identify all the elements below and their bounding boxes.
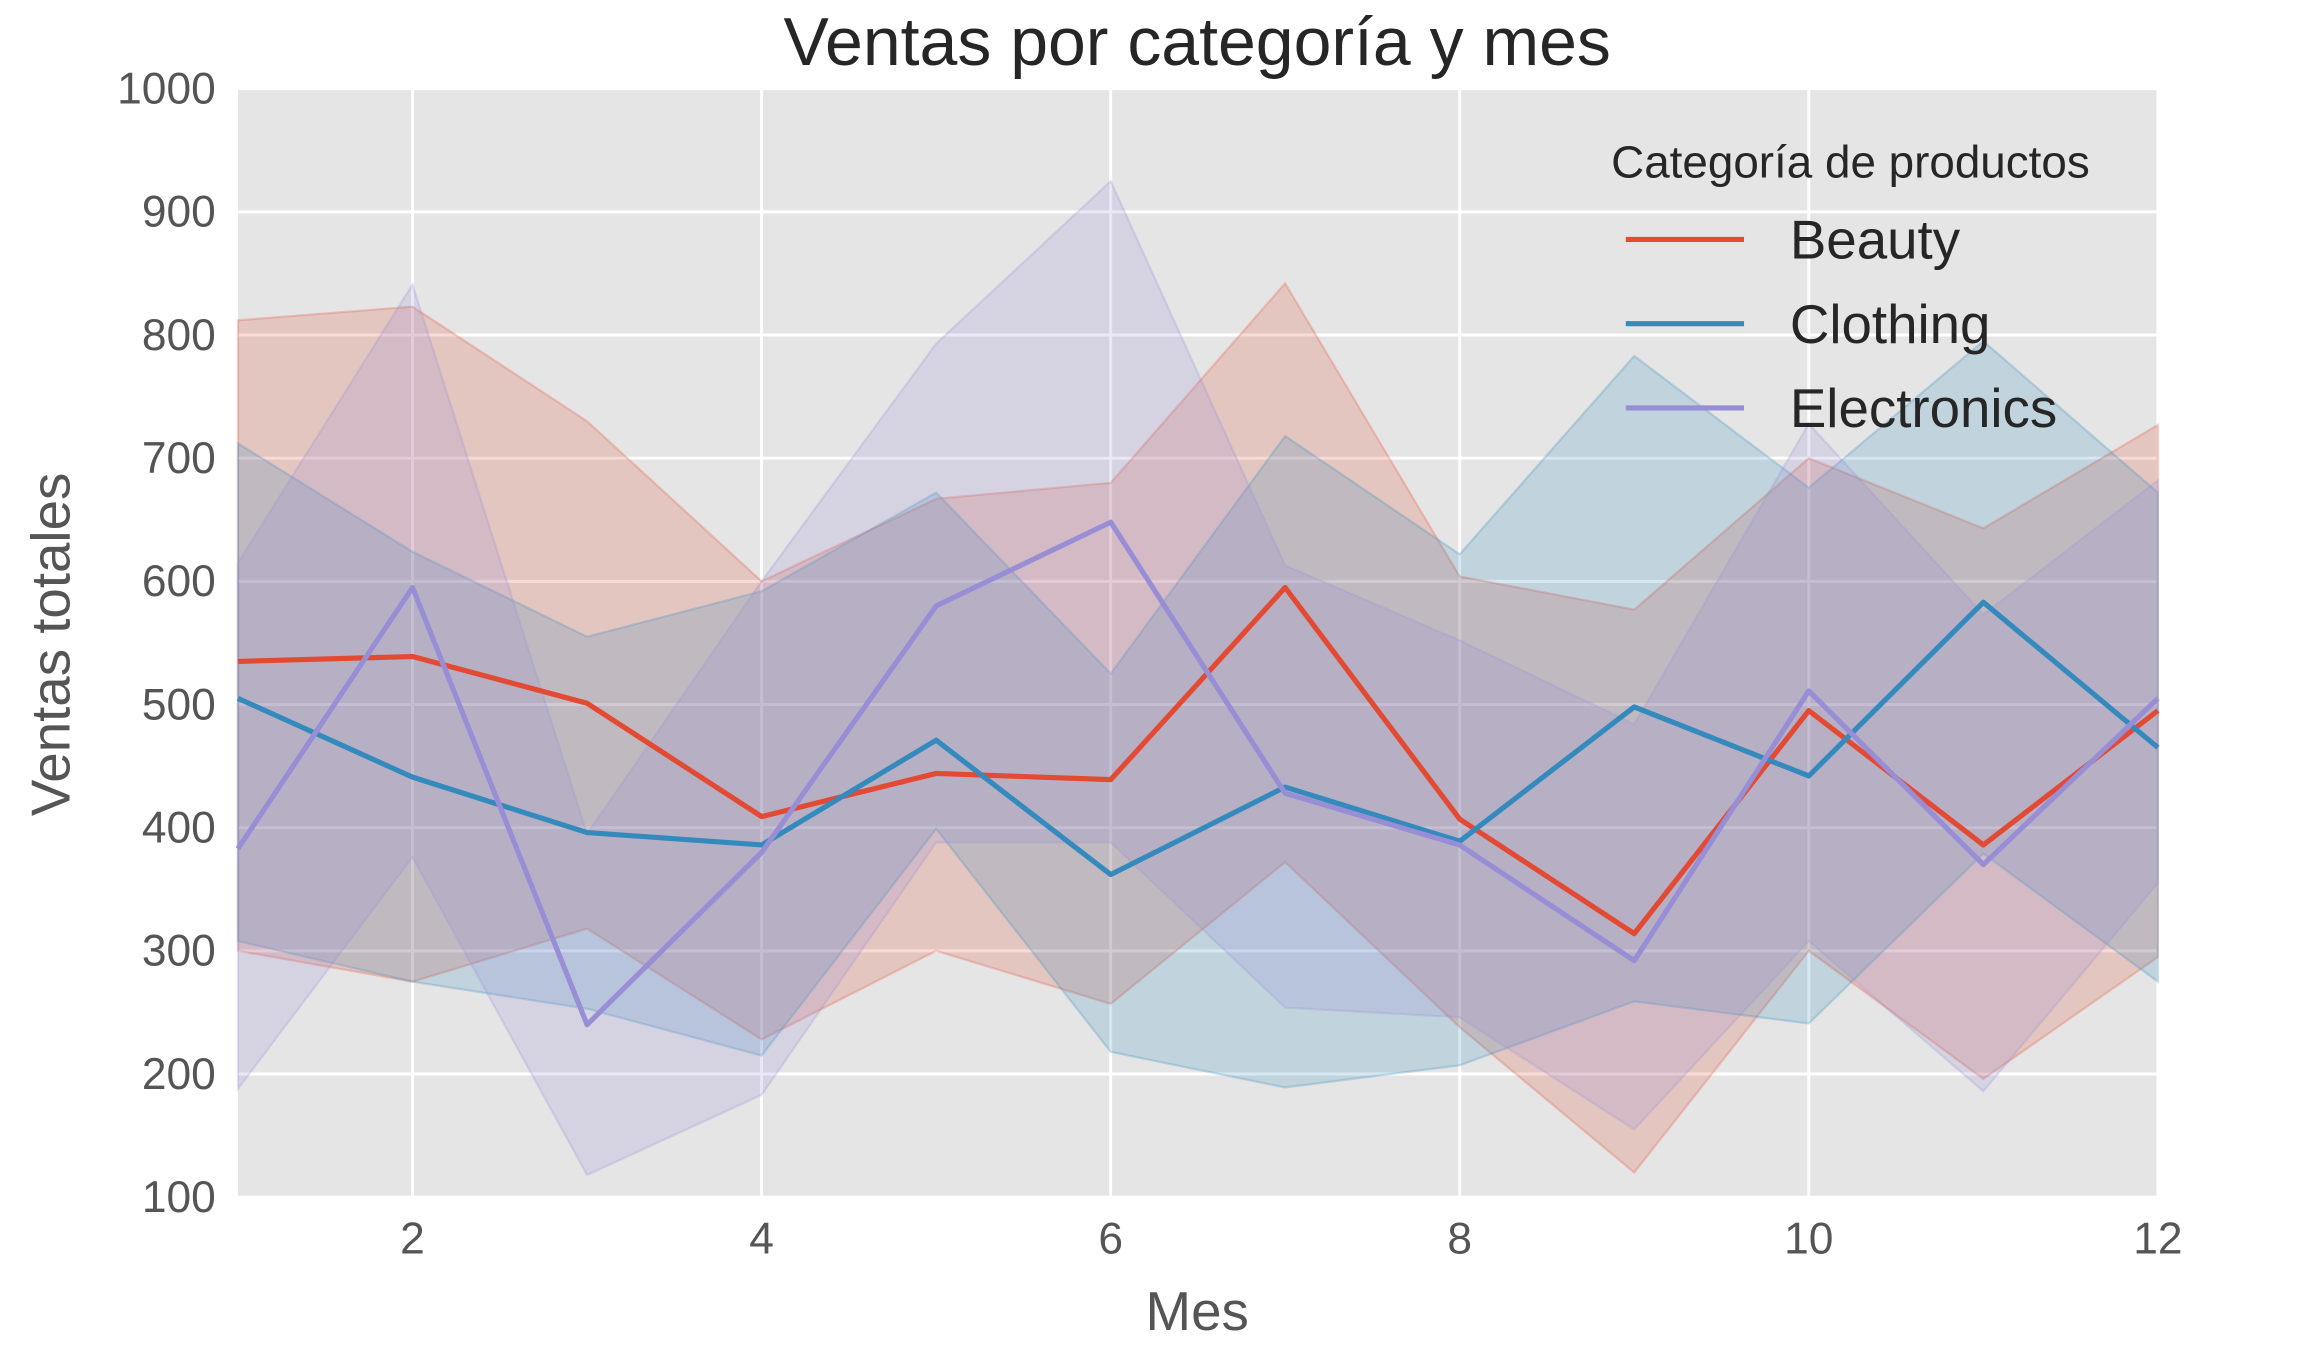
y-tick-label: 400 [142,803,216,852]
y-axis-ticks: 100 200 300 400 500 600 700 800 900 1000 [117,64,216,1222]
confidence-band [236,179,2159,1177]
y-axis-label: Ventas totales [19,473,81,816]
x-tick-label: 8 [1447,1214,1472,1263]
y-tick-label: 100 [142,1173,216,1222]
chart-title: Ventas por categoría y mes [783,4,1610,80]
series-lines [235,519,2160,1028]
y-tick-label: 600 [142,557,216,606]
y-tick-label: 500 [142,680,216,729]
series-line [235,519,2160,1028]
legend-title: Categoría de productos [1611,136,2090,187]
y-tick-label: 700 [142,434,216,483]
series-line [237,584,2160,937]
legend: Categoría de productos Beauty Clothing Ele… [1611,136,2090,439]
confidence-bands [236,179,2159,1177]
y-tick-label: 900 [142,188,216,237]
series-line [236,599,2160,878]
x-tick-label: 2 [400,1214,425,1263]
plot-area [237,88,2158,1198]
x-axis-label: Mes [1146,1280,1249,1342]
x-tick-label: 10 [1784,1214,1833,1263]
x-tick-label: 12 [2133,1214,2182,1263]
y-tick-label: 1000 [117,64,216,113]
confidence-band [236,339,2159,1089]
legend-label: Beauty [1790,209,1961,271]
y-tick-label: 200 [142,1050,216,1099]
x-axis-ticks: 2 4 6 8 10 12 [400,1214,2182,1263]
y-tick-label: 300 [142,927,216,976]
y-tick-label: 800 [142,311,216,360]
legend-label: Electronics [1790,377,2057,439]
legend-label: Clothing [1790,293,1991,355]
x-tick-label: 6 [1098,1214,1123,1263]
x-tick-label: 4 [749,1214,774,1263]
confidence-band [236,281,2159,1175]
